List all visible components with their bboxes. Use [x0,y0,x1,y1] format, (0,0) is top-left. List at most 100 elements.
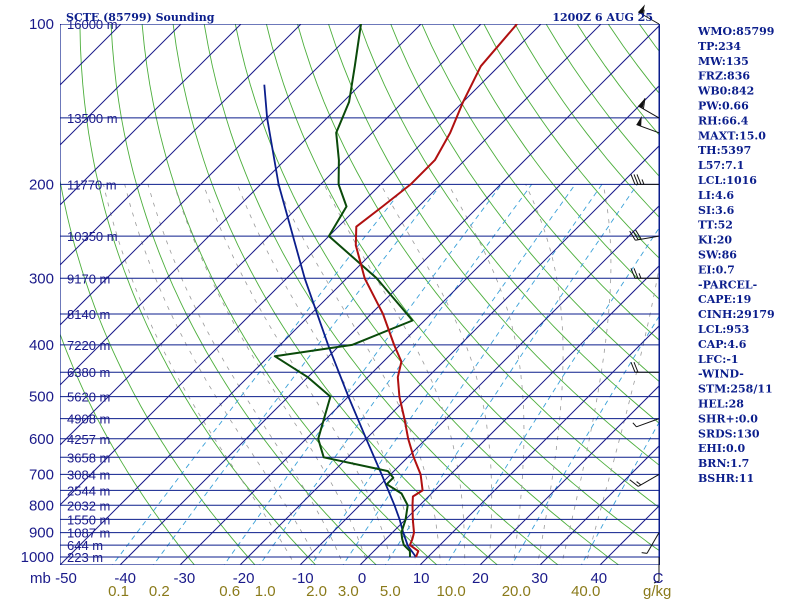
isotherm-line [60,24,362,326]
index-entry: SI:3.6 [698,204,735,217]
index-entry: PW:0.66 [698,100,749,113]
moist-adiabat [173,184,369,565]
dry-adiabat [79,24,317,565]
index-entry: SRDS:130 [698,427,760,440]
temperature-tick-label: 20 [472,570,489,587]
mixing-ratio-line [310,184,576,565]
barb-flag [633,362,639,373]
barb-pennant [638,4,645,15]
index-entry: MAXT:15.0 [698,129,766,142]
barb-half-flag [641,552,648,554]
barb-flag [633,174,639,185]
pressure-tick-label: 600 [29,431,54,448]
isotherm-line [60,24,302,266]
moist-adiabat [103,184,296,565]
barb-shaft [637,105,660,119]
isotherm-line [60,24,62,26]
wind-barb [630,174,659,185]
height-label: 644 m [67,538,103,553]
wind-barb [629,473,660,487]
index-entry: MW:135 [698,55,749,68]
isotherm-line [359,264,660,565]
barb-shaft [637,473,660,487]
moist-adiabat [147,184,344,565]
height-label: 7220 m [67,338,110,353]
pressure-tick-label: 300 [29,270,54,287]
sounding-traces [263,24,518,558]
index-entry: -WIND- [698,368,744,381]
barb-flag [630,174,636,185]
mixing-ratio-line [445,225,660,565]
dry-adiabat [795,24,800,568]
barb-shaft [636,124,660,134]
barb-flag [629,230,636,241]
isotherm-line [60,24,602,565]
wind-barb [630,268,659,279]
mixing-ratio-line [384,184,638,565]
dry-adiabat [764,24,800,568]
mixing-ratio-label: 40.0 [571,583,600,600]
mixing-ratio-label: 5.0 [380,583,401,600]
barb-shaft [636,418,660,428]
pressure-tick-label: 800 [29,497,54,514]
index-entry: CINH:29179 [698,308,775,321]
index-entry: RH:66.4 [698,114,749,127]
chart-title: SCTE (85799) Sounding [66,11,215,24]
dry-adiabat [452,24,660,301]
isotherm-line [119,24,660,565]
barb-pennant [636,115,642,127]
barb-flag [636,174,642,185]
pressure-tick-label: 700 [29,466,54,483]
mixing-ratio-label: 0.1 [108,583,129,600]
wind-barb [641,532,660,554]
isotherm-line [0,12,13,568]
temperature-tick-label: -40 [114,570,136,587]
pressure-tick-label: 200 [29,176,54,193]
index-entry: TH:5397 [698,144,751,157]
isotherm-line [299,204,660,565]
pressure-tick-label: 400 [29,337,54,354]
index-entry: BRN:1.7 [698,457,749,470]
isotherm-line [60,24,242,206]
index-entry: LI:4.6 [698,189,734,202]
dewpoint-trace [273,24,414,558]
barb-shaft [635,235,660,241]
mixing-ratio-label: 0.2 [149,583,170,600]
dry-adiabat [172,24,499,565]
mixing-ratio-label: 2.0 [306,583,327,600]
barb-half-flag [642,9,645,16]
barb-half-flag [632,422,637,428]
temperature-tick-label: 10 [413,570,430,587]
mixing-ratio-unit: g/kg [643,583,671,600]
temperature-tick-label: -20 [233,570,255,587]
isotherm-line [239,144,660,565]
mixing-ratio-line [511,313,660,565]
mixing-ratio-line [152,184,442,565]
temperature-tick-label: 40 [590,570,607,587]
mixing-ratio-label: 0.6 [219,583,240,600]
dry-adiabat [390,24,660,383]
barb-flag [633,268,639,279]
index-entry: SW:86 [698,249,737,262]
isotherm-line [60,24,422,386]
barb-half-flag [641,179,645,185]
height-label: 2544 m [67,483,110,498]
wind-barb [636,115,660,134]
temperature-tick-label: 0 [358,570,366,587]
barb-flag [630,362,636,373]
isotherm-line [60,24,482,446]
height-label: 1087 m [67,526,110,541]
index-entry: TP:234 [698,40,741,53]
dry-adiabat [483,24,660,260]
dry-adiabat [297,24,660,509]
height-label: 10350 m [67,229,118,244]
moist-adiabat [380,184,493,565]
moist-adiabat [448,184,525,565]
mixing-ratio-line [580,419,660,565]
barb-flag [635,229,642,240]
wind-barb [632,418,660,428]
index-entry: FRZ:836 [698,70,750,83]
height-label: 223 m [67,550,103,565]
temperature-tick-label: 30 [531,570,548,587]
height-label: 3084 m [67,467,110,482]
